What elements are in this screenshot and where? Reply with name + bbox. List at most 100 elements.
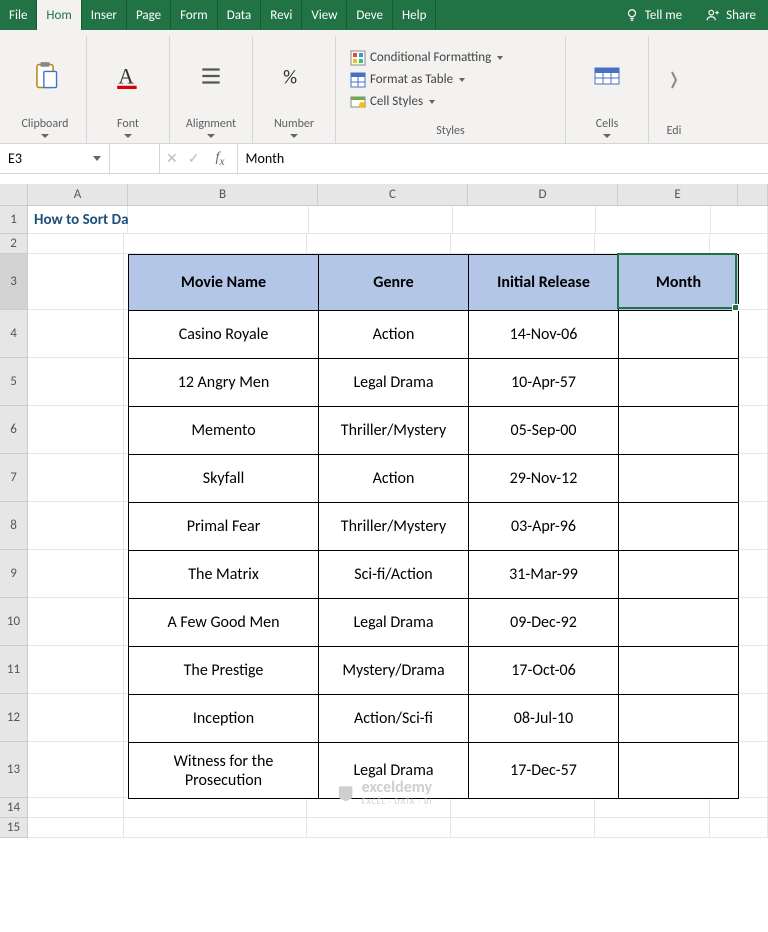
cell-A1[interactable]: How to Sort Dates in Excel by Month bbox=[28, 206, 128, 234]
table-cell-r5-c0[interactable]: The Matrix bbox=[129, 551, 319, 599]
row-header-7[interactable]: 7 bbox=[0, 454, 28, 502]
cell-A6[interactable] bbox=[28, 406, 124, 454]
cell-A7[interactable] bbox=[28, 454, 124, 502]
table-cell-r8-c0[interactable]: Inception bbox=[129, 695, 319, 743]
cell-A2[interactable] bbox=[28, 234, 124, 254]
table-cell-r1-c1[interactable]: Legal Drama bbox=[319, 359, 469, 407]
cell-C2[interactable] bbox=[307, 234, 451, 254]
format-as-table-button[interactable]: Format as Table bbox=[346, 71, 507, 89]
row-header-14[interactable]: 14 bbox=[0, 798, 28, 818]
table-cell-r9-c3[interactable] bbox=[619, 743, 739, 799]
row-header-12[interactable]: 12 bbox=[0, 694, 28, 742]
table-cell-r4-c1[interactable]: Thriller/Mystery bbox=[319, 503, 469, 551]
cell-D15[interactable] bbox=[451, 818, 595, 838]
confirm-icon[interactable]: ✓ bbox=[188, 150, 200, 167]
tab-form[interactable]: Form bbox=[171, 0, 218, 30]
cells-button[interactable] bbox=[576, 61, 638, 91]
table-cell-r8-c2[interactable]: 08-Jul-10 bbox=[469, 695, 619, 743]
table-cell-r7-c0[interactable]: The Prestige bbox=[129, 647, 319, 695]
conditional-formatting-button[interactable]: Conditional Formatting bbox=[346, 49, 507, 67]
cell-C1[interactable] bbox=[309, 206, 452, 234]
table-header-1[interactable]: Genre bbox=[319, 255, 469, 311]
table-cell-r1-c3[interactable] bbox=[619, 359, 739, 407]
tab-hom[interactable]: Hom bbox=[37, 0, 81, 30]
table-cell-r3-c1[interactable]: Action bbox=[319, 455, 469, 503]
row-header-2[interactable]: 2 bbox=[0, 234, 28, 254]
col-header-D[interactable]: D bbox=[468, 184, 618, 206]
col-header-C[interactable]: C bbox=[318, 184, 468, 206]
font-button[interactable]: A bbox=[97, 61, 159, 91]
table-cell-r2-c3[interactable] bbox=[619, 407, 739, 455]
table-cell-r1-c2[interactable]: 10-Apr-57 bbox=[469, 359, 619, 407]
cell-E15[interactable] bbox=[595, 818, 710, 838]
tab-inser[interactable]: Inser bbox=[82, 0, 127, 30]
table-cell-r4-c3[interactable] bbox=[619, 503, 739, 551]
table-cell-r3-c0[interactable]: Skyfall bbox=[129, 455, 319, 503]
row-header-4[interactable]: 4 bbox=[0, 310, 28, 358]
table-cell-r2-c2[interactable]: 05-Sep-00 bbox=[469, 407, 619, 455]
cell-D14[interactable] bbox=[451, 798, 595, 818]
tab-page[interactable]: Page bbox=[127, 0, 171, 30]
cell-A14[interactable] bbox=[28, 798, 124, 818]
table-cell-r3-c3[interactable] bbox=[619, 455, 739, 503]
editing-button[interactable] bbox=[659, 65, 689, 95]
table-cell-r4-c0[interactable]: Primal Fear bbox=[129, 503, 319, 551]
cell-A5[interactable] bbox=[28, 358, 124, 406]
tab-help[interactable]: Help bbox=[393, 0, 436, 30]
paste-button[interactable] bbox=[14, 61, 76, 91]
cell-A9[interactable] bbox=[28, 550, 124, 598]
cell-B15[interactable] bbox=[124, 818, 307, 838]
clipboard-label[interactable]: Clipboard bbox=[22, 114, 69, 141]
col-header-B[interactable]: B bbox=[128, 184, 318, 206]
cell-B1[interactable] bbox=[128, 206, 309, 234]
cell-styles-button[interactable]: Cell Styles bbox=[346, 93, 507, 111]
alignment-button[interactable] bbox=[180, 61, 242, 91]
table-cell-r5-c3[interactable] bbox=[619, 551, 739, 599]
formula-input[interactable]: Month bbox=[238, 144, 768, 173]
table-cell-r0-c0[interactable]: Casino Royale bbox=[129, 311, 319, 359]
cell-C15[interactable] bbox=[307, 818, 451, 838]
row-header-10[interactable]: 10 bbox=[0, 598, 28, 646]
cell-A12[interactable] bbox=[28, 694, 124, 742]
cell-E14[interactable] bbox=[595, 798, 710, 818]
table-cell-r2-c1[interactable]: Thriller/Mystery bbox=[319, 407, 469, 455]
row-header-6[interactable]: 6 bbox=[0, 406, 28, 454]
cell-A3[interactable] bbox=[28, 254, 124, 310]
number-label[interactable]: Number bbox=[274, 114, 314, 141]
table-cell-r8-c3[interactable] bbox=[619, 695, 739, 743]
row-header-5[interactable]: 5 bbox=[0, 358, 28, 406]
table-cell-r9-c0[interactable]: Witness for the Prosecution bbox=[129, 743, 319, 799]
table-cell-r9-c2[interactable]: 17-Dec-57 bbox=[469, 743, 619, 799]
row-header-15[interactable]: 15 bbox=[0, 818, 28, 838]
name-box[interactable]: E3 bbox=[0, 144, 110, 173]
row-header-11[interactable]: 11 bbox=[0, 646, 28, 694]
table-cell-r0-c1[interactable]: Action bbox=[319, 311, 469, 359]
cell-D1[interactable] bbox=[453, 206, 596, 234]
cell-B14[interactable] bbox=[124, 798, 307, 818]
col-header-E[interactable]: E bbox=[618, 184, 738, 206]
table-cell-r6-c1[interactable]: Legal Drama bbox=[319, 599, 469, 647]
table-cell-r8-c1[interactable]: Action/Sci-fi bbox=[319, 695, 469, 743]
tab-revi[interactable]: Revi bbox=[261, 0, 302, 30]
table-cell-r6-c3[interactable] bbox=[619, 599, 739, 647]
cell-A10[interactable] bbox=[28, 598, 124, 646]
row-header-1[interactable]: 1 bbox=[0, 206, 28, 234]
tab-deve[interactable]: Deve bbox=[347, 0, 393, 30]
tab-data[interactable]: Data bbox=[218, 0, 262, 30]
cell-A13[interactable] bbox=[28, 742, 124, 798]
cell-A4[interactable] bbox=[28, 310, 124, 358]
table-cell-r7-c2[interactable]: 17-Oct-06 bbox=[469, 647, 619, 695]
table-header-2[interactable]: Initial Release bbox=[469, 255, 619, 311]
table-cell-r0-c3[interactable] bbox=[619, 311, 739, 359]
table-cell-r5-c1[interactable]: Sci-fi/Action bbox=[319, 551, 469, 599]
table-cell-r2-c0[interactable]: Memento bbox=[129, 407, 319, 455]
table-header-0[interactable]: Movie Name bbox=[129, 255, 319, 311]
share-button[interactable]: Share bbox=[694, 0, 768, 30]
row-header-9[interactable]: 9 bbox=[0, 550, 28, 598]
table-cell-r7-c1[interactable]: Mystery/Drama bbox=[319, 647, 469, 695]
tab-file[interactable]: File bbox=[0, 0, 37, 30]
cell-A11[interactable] bbox=[28, 646, 124, 694]
cell-D2[interactable] bbox=[451, 234, 595, 254]
tell-me[interactable]: Tell me bbox=[613, 0, 694, 30]
table-cell-r3-c2[interactable]: 29-Nov-12 bbox=[469, 455, 619, 503]
